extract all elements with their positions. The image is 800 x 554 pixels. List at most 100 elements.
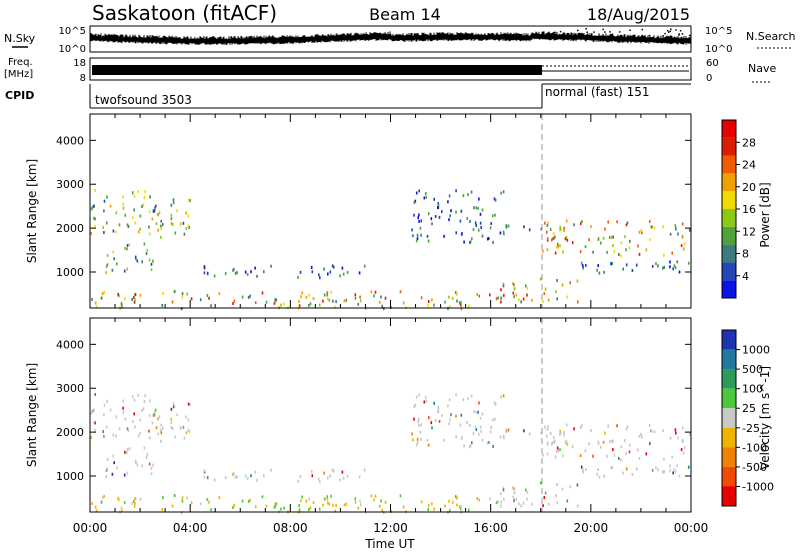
velocity-cell — [186, 496, 188, 500]
power-cell — [370, 290, 373, 294]
freq-label: Freq. — [8, 57, 33, 68]
velocity-cell — [399, 494, 402, 498]
power-cell — [552, 237, 554, 241]
velocity-cell — [374, 494, 377, 498]
power-cell — [126, 223, 129, 227]
power-cell — [265, 300, 268, 304]
nsky-label: N.Sky — [4, 32, 36, 45]
velocity-cell — [680, 448, 683, 452]
velocity-cell — [487, 441, 490, 444]
power-cell — [556, 279, 558, 282]
velocity-cell — [585, 467, 587, 471]
power-cell — [124, 246, 126, 250]
power-cell — [428, 212, 430, 216]
nsearch-point — [689, 34, 691, 37]
power-cell — [503, 232, 505, 236]
velocity-cell — [669, 464, 671, 468]
velocity-cell — [161, 427, 164, 430]
power-cell — [415, 191, 418, 195]
velocity-cell — [559, 432, 561, 436]
power-cell — [603, 270, 605, 274]
power-cell — [427, 239, 430, 243]
power-cell — [102, 226, 104, 230]
velocity-cell — [556, 446, 559, 450]
velocity-cell — [275, 502, 278, 506]
velocity-cell — [203, 475, 206, 479]
power-cell — [134, 293, 136, 297]
power-cell — [513, 295, 515, 299]
velocity-cell — [625, 427, 628, 431]
power-cell — [145, 252, 148, 255]
velocity-cell — [418, 417, 420, 421]
velocity-cell — [490, 426, 492, 429]
power-cell — [547, 298, 550, 302]
power-cell — [606, 250, 608, 254]
velocity-cell — [283, 506, 285, 510]
power-cell — [441, 210, 443, 214]
velocity-cell — [682, 451, 685, 455]
power-cell — [105, 221, 108, 225]
power-cell — [94, 224, 96, 228]
velocity-cell — [101, 496, 104, 500]
nsearch-point — [559, 30, 562, 33]
power-cell — [455, 231, 457, 235]
velocity-cell — [564, 441, 567, 445]
power-cell — [638, 230, 641, 234]
velocity-cell — [143, 446, 146, 450]
power-cell — [283, 302, 285, 306]
power-cell — [622, 267, 624, 271]
power-cell — [153, 209, 156, 213]
power-cell — [625, 223, 628, 227]
velocity-cell — [588, 442, 590, 446]
power-cell — [569, 281, 571, 285]
velocity-cell — [604, 431, 606, 435]
power-cell — [551, 238, 553, 242]
nsearch-point — [669, 30, 672, 33]
velocity-cell — [280, 507, 282, 511]
velocity-cell — [592, 454, 594, 458]
nave-tick-top: 60 — [706, 58, 719, 69]
nsearch-point — [548, 32, 550, 34]
power-cell — [310, 266, 313, 269]
velocity-cell — [158, 415, 161, 419]
velocity-cell — [152, 463, 154, 467]
nsearch-point — [673, 36, 676, 39]
power-cell — [261, 291, 264, 295]
velocity-cell — [565, 439, 568, 443]
power-cell — [542, 300, 544, 304]
power-cell — [311, 270, 314, 274]
velocity-cell — [299, 474, 302, 478]
velocity-cell — [256, 478, 258, 482]
velocity-cell — [90, 436, 92, 439]
velocity-cell — [139, 497, 142, 501]
power-cell — [176, 209, 178, 213]
power-cell — [346, 270, 349, 274]
power-cell — [206, 272, 209, 276]
velocity-cell — [334, 509, 336, 513]
velocity-cell — [359, 499, 361, 503]
power-colorbar-label: Power [dB] — [758, 182, 772, 247]
power-cell — [466, 216, 468, 220]
velocity-cell — [137, 394, 139, 397]
power-cell — [544, 287, 547, 291]
nsearch-point — [675, 29, 677, 31]
velocity-cell — [544, 491, 547, 495]
velocity-cell — [381, 508, 383, 512]
power-cell — [380, 295, 382, 299]
power-cell — [103, 231, 105, 234]
power-cell — [416, 233, 419, 237]
velocity-cell — [478, 401, 480, 405]
velocity-cell — [576, 483, 579, 487]
velocity-cell — [154, 408, 157, 412]
power-cell — [172, 198, 175, 202]
velocity-cell — [626, 425, 629, 429]
power-cell — [525, 284, 527, 288]
power-cell — [663, 265, 665, 269]
power-cell — [581, 220, 583, 224]
velocity-cell — [423, 400, 426, 404]
velocity-cell — [312, 501, 315, 505]
velocity-cell — [182, 425, 185, 429]
power-cell — [478, 294, 481, 298]
velocity-cell — [620, 458, 622, 462]
power-cell — [592, 250, 594, 254]
